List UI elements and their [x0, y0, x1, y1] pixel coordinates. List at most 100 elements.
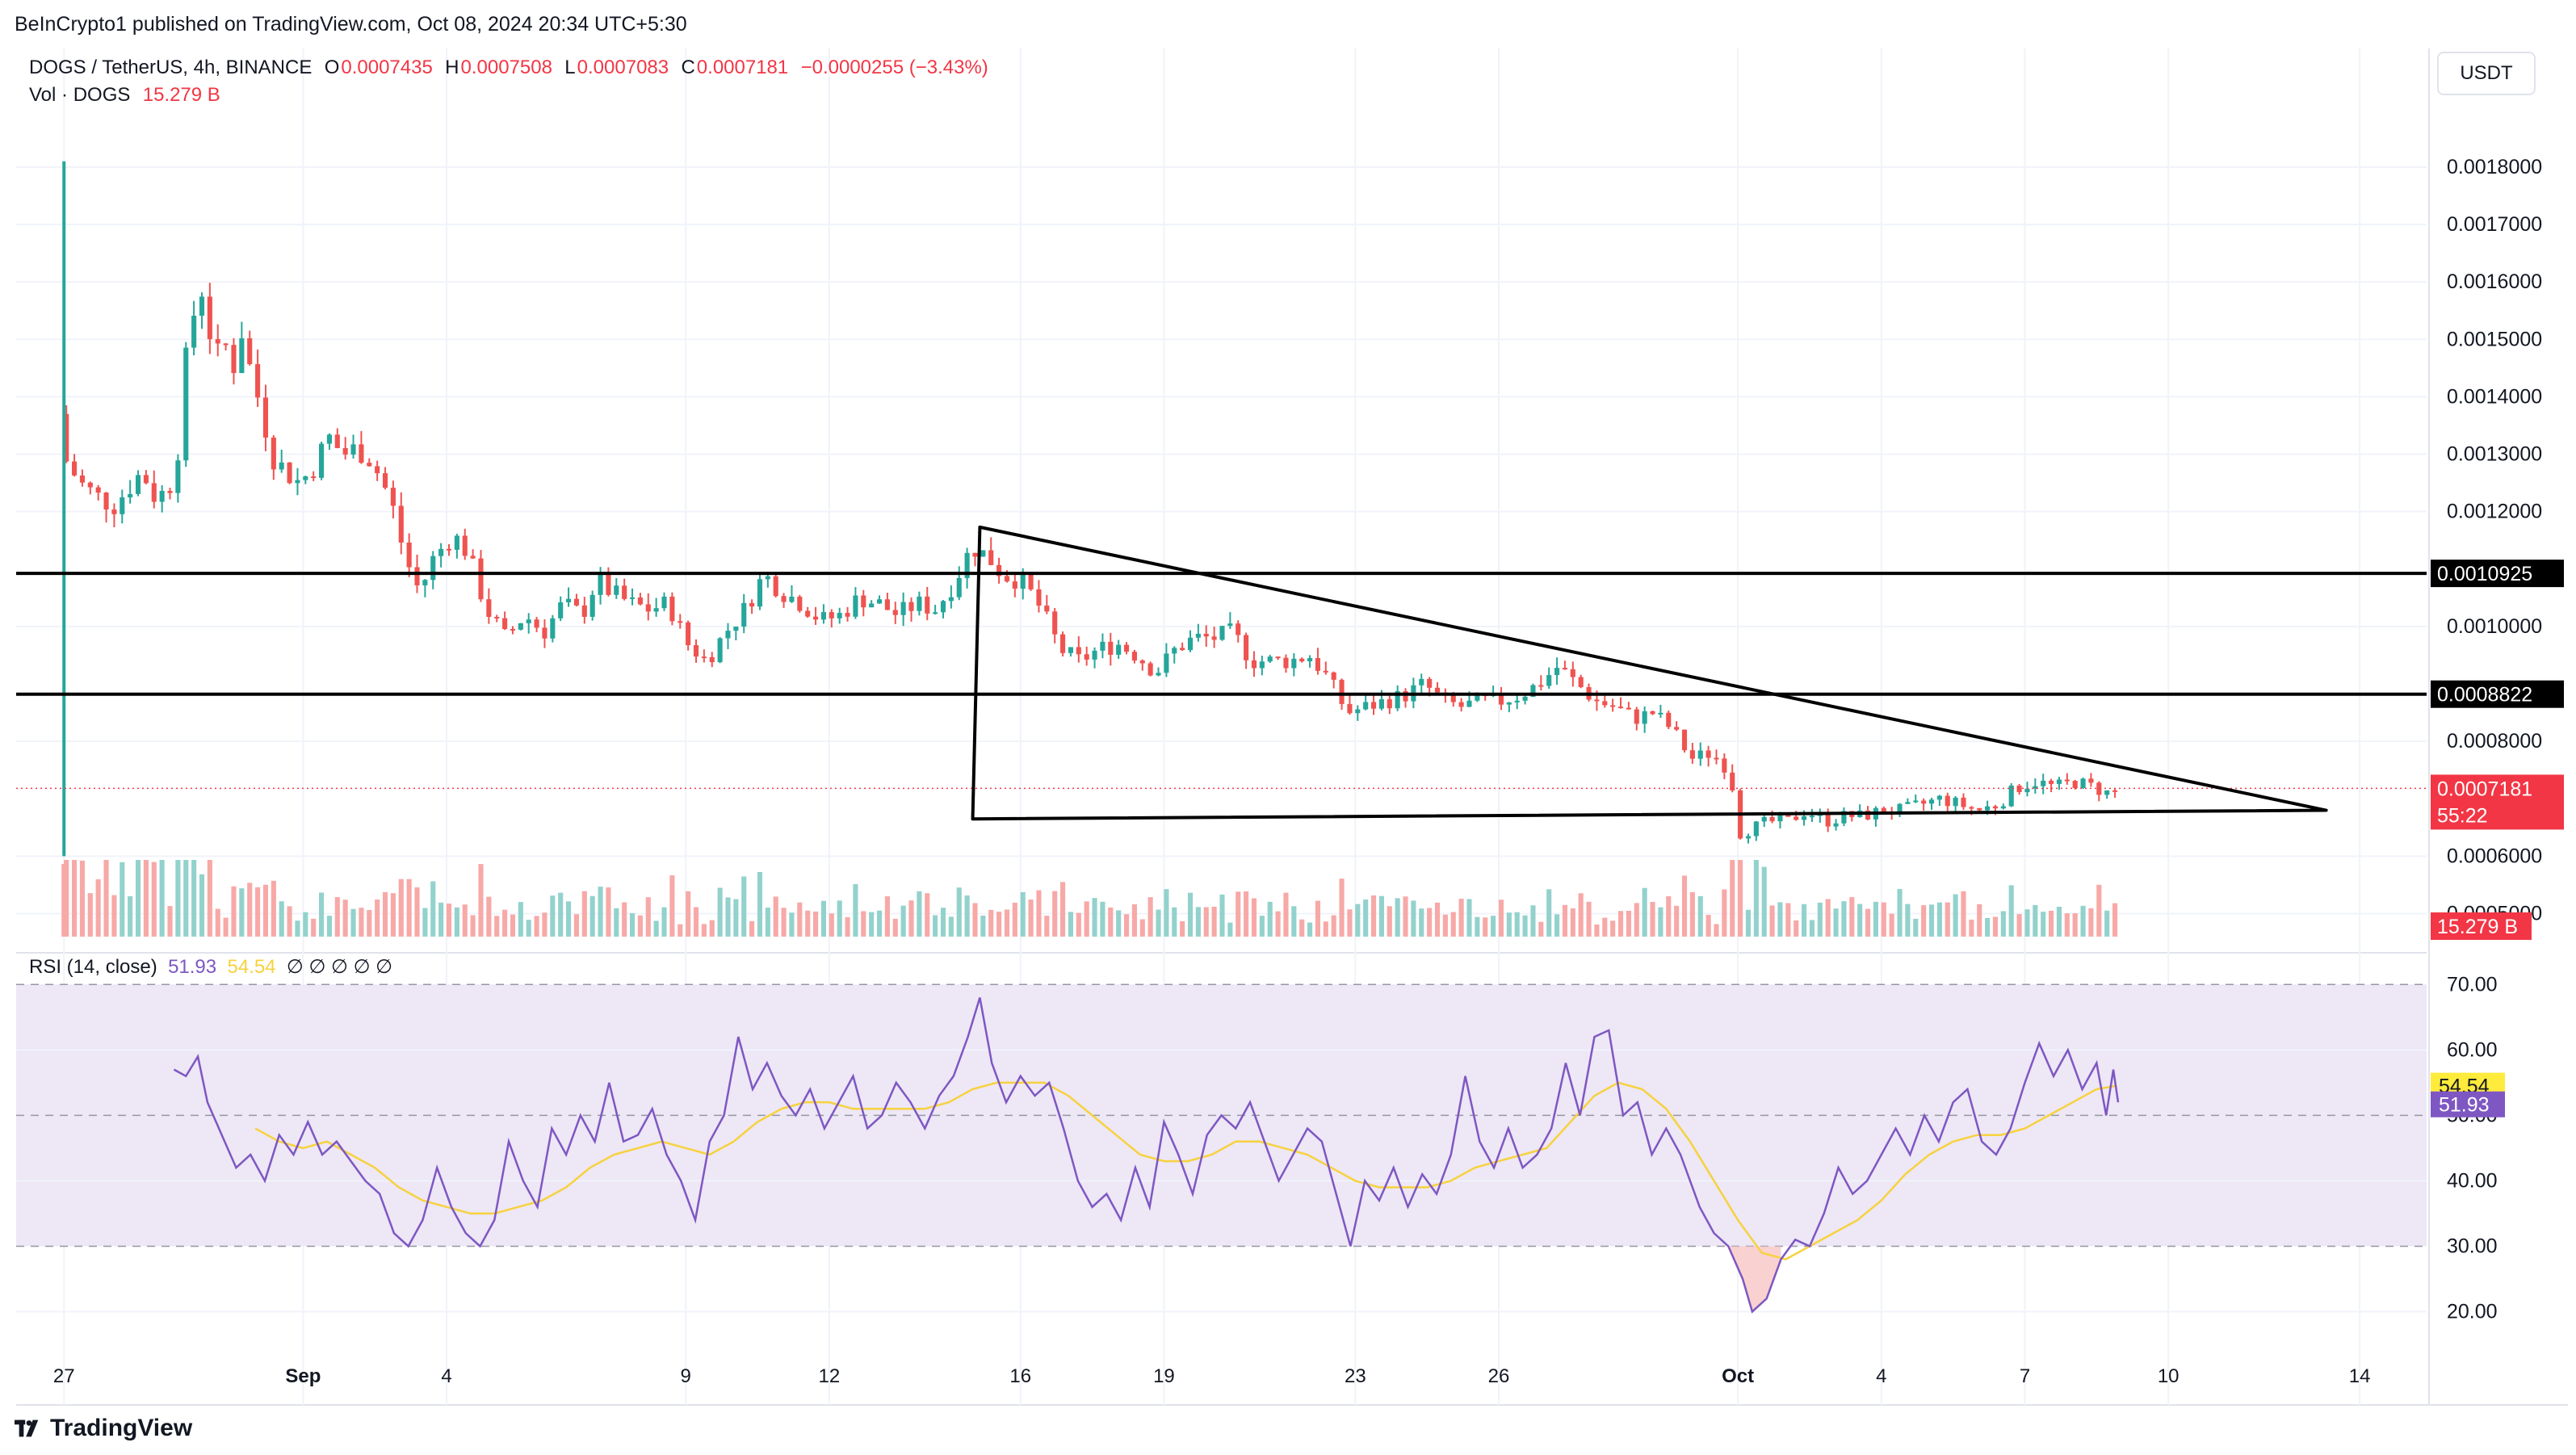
volume-bar — [1761, 866, 1767, 937]
axes: 27 Sep 4 9 12 16 19 23 26 Oct 4 7 10 14 0.0018000 0.001… — [53, 156, 2542, 1387]
candle-body — [1761, 816, 1767, 822]
volume-bar — [311, 918, 317, 937]
volume-bar — [1060, 882, 1066, 937]
horizontal-levels[interactable] — [16, 572, 2427, 790]
volume-bar — [614, 908, 619, 937]
volume-bar — [518, 902, 523, 937]
candle-body — [1378, 699, 1384, 709]
tradingview-logo[interactable]: TradingView — [15, 1415, 192, 1442]
candle-body — [1203, 633, 1209, 637]
rsi-badge — [2431, 1091, 2505, 1117]
volume-bar — [1578, 893, 1584, 937]
volume-bar — [1259, 916, 1265, 937]
time-tick-label: 14 — [2349, 1365, 2371, 1387]
candle-body — [892, 610, 898, 615]
candle-body — [948, 597, 954, 602]
currency-button[interactable]: USDT — [2437, 52, 2536, 95]
candle-body — [669, 596, 675, 622]
candle-body — [1020, 572, 1026, 589]
candle-body — [1307, 658, 1313, 662]
candle-body — [1363, 702, 1369, 710]
volume-legend[interactable]: Vol · DOGS 15.279 B — [29, 84, 222, 107]
price-tick-label: 0.0016000 — [2447, 270, 2542, 293]
volume-bar — [1642, 887, 1647, 937]
volume-bar — [972, 903, 978, 937]
candle-body — [271, 437, 276, 470]
candle-body — [151, 483, 157, 502]
high-value: 0.0007508 — [460, 57, 552, 78]
volume-bar — [1936, 902, 1942, 937]
volume-bar — [287, 906, 292, 937]
volume-bar — [550, 895, 556, 937]
volume-bar — [303, 912, 308, 937]
volume-bar — [87, 893, 93, 937]
candle-body — [462, 535, 468, 556]
volume-bar — [1172, 907, 1177, 937]
volume-bar — [686, 891, 691, 937]
volume-bar — [629, 912, 636, 937]
volume-bar — [79, 860, 85, 937]
volume-bar — [271, 880, 276, 937]
candle-body — [231, 345, 237, 374]
candle-body — [199, 296, 205, 317]
candle-body — [581, 605, 587, 617]
symbol-name[interactable]: DOGS / TetherUS, 4h, BINANCE — [29, 57, 313, 78]
candle-body — [1347, 703, 1353, 714]
volume-bar — [725, 897, 731, 937]
candle-body — [103, 493, 109, 510]
candle-body — [661, 596, 667, 609]
volume-bar — [1873, 901, 1878, 937]
candle-body — [2049, 780, 2054, 784]
volume-bar — [223, 917, 229, 937]
volume-bar — [1650, 902, 1655, 937]
volume-bar — [367, 909, 372, 937]
descending-triangle-drawing[interactable] — [971, 525, 2328, 821]
volume-bar — [1347, 909, 1353, 937]
candle-body — [1841, 811, 1847, 824]
volume-bar — [494, 916, 500, 937]
candle-body — [925, 596, 930, 614]
candle-body — [1578, 677, 1584, 688]
candle-body — [262, 397, 269, 438]
candle-body — [1123, 644, 1130, 652]
candle-body — [1921, 800, 1927, 804]
volume-bar — [326, 916, 332, 937]
volume-bar — [1427, 908, 1433, 937]
volume-bar — [581, 891, 587, 937]
candle-body — [1139, 660, 1145, 664]
candle-body — [757, 579, 763, 607]
countdown-label: 55:22 — [2437, 804, 2488, 827]
volume-bar — [1283, 892, 1289, 937]
rsi-value: 51.93 — [168, 956, 217, 978]
candle-body — [1211, 636, 1217, 640]
candle-body — [741, 602, 747, 627]
candle-body — [1251, 660, 1257, 669]
candle-body — [1745, 836, 1752, 839]
volume-bar — [406, 878, 412, 937]
volume-bar — [319, 892, 325, 937]
candle-body — [1674, 727, 1680, 730]
volume-bar — [207, 860, 212, 937]
volume-bar — [733, 899, 739, 937]
volume-bar — [908, 900, 914, 937]
rsi-legend[interactable]: RSI (14, close) 51.93 54.54 ∅ ∅ ∅ ∅ ∅ — [29, 955, 392, 979]
volume-bar — [334, 897, 340, 937]
candle-body — [1044, 606, 1050, 612]
volume-bar — [446, 904, 452, 937]
volume-bar — [1785, 903, 1791, 937]
symbol-legend[interactable]: DOGS / TetherUS, 4h, BINANCE O0.0007435 … — [29, 57, 990, 79]
candle-body — [542, 627, 548, 639]
candle-body — [884, 599, 890, 610]
volume-bar — [1355, 904, 1361, 937]
candle-body — [1913, 800, 1919, 803]
volume-bar — [526, 920, 531, 937]
candle-body — [2041, 780, 2046, 786]
candle-body — [502, 618, 508, 630]
candle-body — [1275, 656, 1281, 659]
volume-bar — [589, 895, 595, 937]
volume-bar — [502, 909, 508, 937]
volume-bar — [1052, 891, 1058, 937]
rsi-tick-label: 20.00 — [2447, 1300, 2498, 1323]
volume-bar — [1491, 916, 1496, 937]
